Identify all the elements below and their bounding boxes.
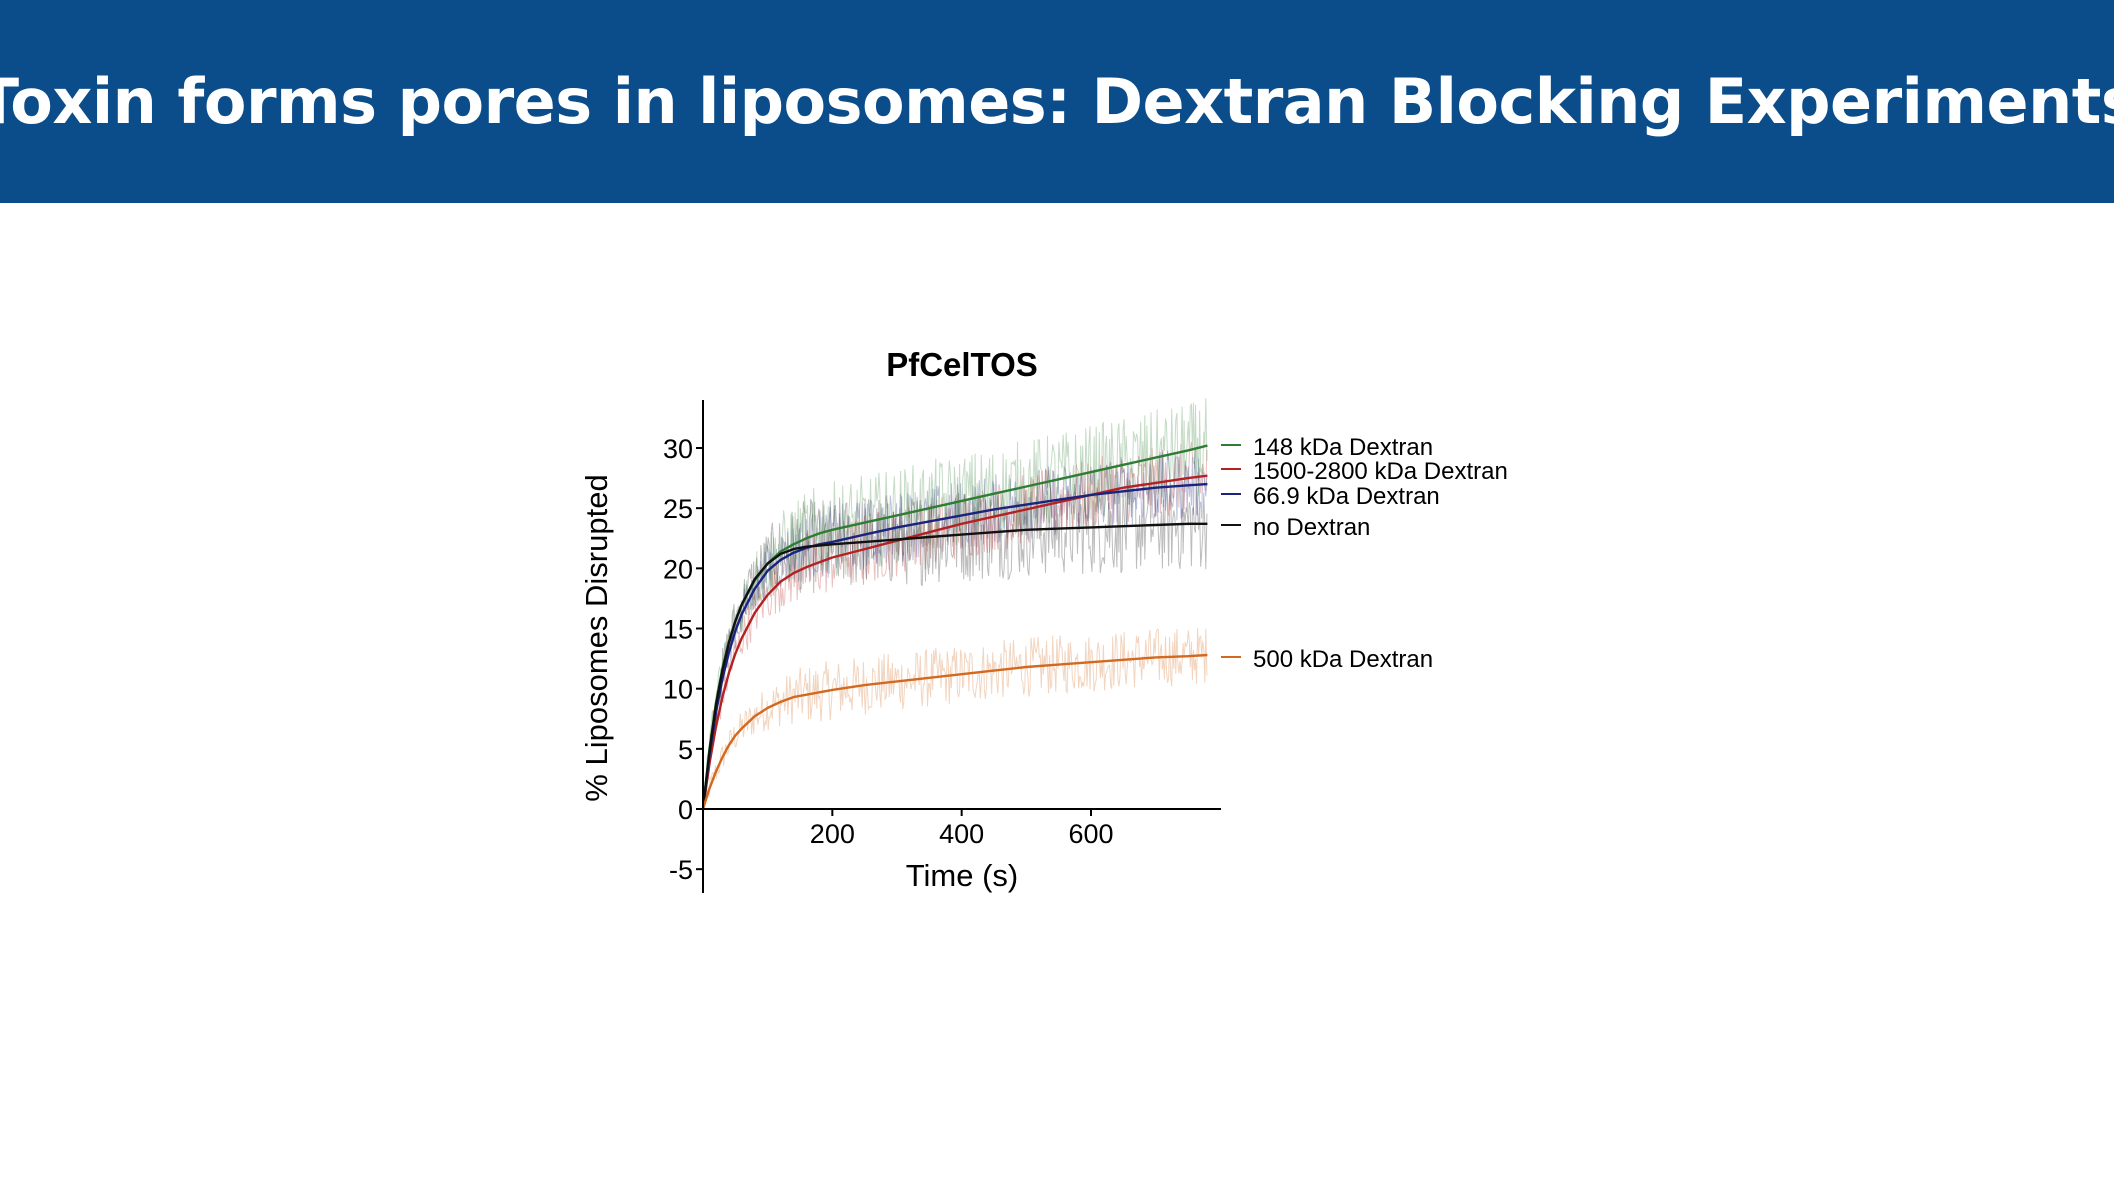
slide-title: Toxin forms pores in liposomes: Dextran …: [0, 65, 2114, 138]
x-tick-label: 200: [810, 819, 855, 849]
y-tick-label: 30: [663, 434, 693, 464]
legend-label: 1500-2800 kDa Dextran: [1253, 458, 1508, 485]
fit-line-4: [701, 653, 1208, 810]
x-tick-label: 400: [939, 819, 984, 849]
title-bar: Toxin forms pores in liposomes: Dextran …: [0, 0, 2114, 203]
raw-trace-4: [702, 627, 1208, 811]
raw-trace-3: [702, 478, 1208, 826]
raw-data-layer: [702, 398, 1208, 826]
fit-line-2: [701, 482, 1208, 810]
legend-label: no Dextran: [1253, 514, 1370, 541]
y-tick-label: 25: [663, 494, 693, 524]
x-axis-label: Time (s): [906, 858, 1019, 893]
fit-line-3: [701, 522, 1208, 810]
raw-trace-0: [702, 398, 1208, 821]
y-tick-label: 5: [678, 735, 693, 765]
y-tick-label: 20: [663, 554, 693, 584]
y-tick-label: 0: [678, 795, 693, 825]
y-tick-label: 10: [663, 675, 693, 705]
x-tick-label: 600: [1068, 819, 1113, 849]
y-axis-label: % Liposomes Disrupted: [579, 474, 614, 801]
fit-curves-layer: [701, 444, 1208, 810]
legend-label: 66.9 kDa Dextran: [1253, 483, 1440, 510]
legend-label: 500 kDa Dextran: [1253, 646, 1433, 673]
chart-title: PfCelTOS: [886, 346, 1038, 383]
y-tick-label: -5: [669, 855, 693, 885]
ticks-layer: -5 0 5 10 15 20 25 30 200 400 600: [663, 434, 1114, 885]
legend-label: 148 kDa Dextran: [1253, 434, 1433, 461]
y-tick-label: 15: [663, 615, 693, 645]
